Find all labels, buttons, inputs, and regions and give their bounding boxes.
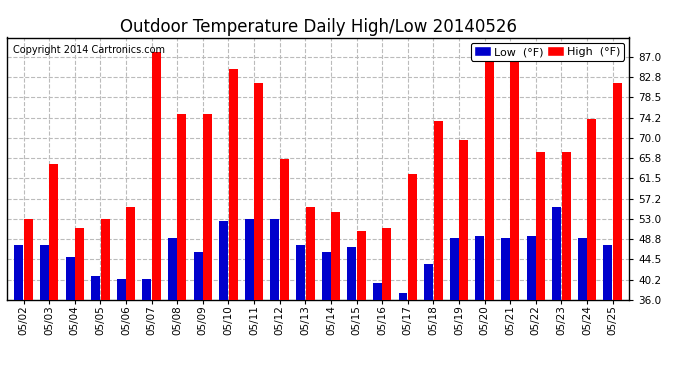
Bar	[66, 257, 75, 375]
Bar	[485, 57, 494, 375]
Bar	[168, 238, 177, 375]
Bar	[408, 174, 417, 375]
Bar	[40, 245, 49, 375]
Bar	[587, 118, 596, 375]
Bar	[475, 236, 484, 375]
Bar	[245, 219, 254, 375]
Bar	[255, 83, 264, 375]
Bar	[322, 252, 331, 375]
Bar	[219, 221, 228, 375]
Bar	[117, 279, 126, 375]
Bar	[373, 283, 382, 375]
Bar	[424, 264, 433, 375]
Bar	[152, 52, 161, 375]
Bar	[14, 245, 23, 375]
Bar	[433, 121, 442, 375]
Bar	[382, 228, 391, 375]
Bar	[91, 276, 100, 375]
Bar	[501, 238, 510, 375]
Bar	[194, 252, 203, 375]
Bar	[331, 212, 340, 375]
Bar	[228, 69, 237, 375]
Bar	[296, 245, 305, 375]
Legend: Low  (°F), High  (°F): Low (°F), High (°F)	[471, 43, 624, 60]
Bar	[552, 207, 561, 375]
Bar	[347, 248, 356, 375]
Bar	[357, 231, 366, 375]
Bar	[101, 219, 110, 375]
Bar	[203, 114, 212, 375]
Text: Copyright 2014 Cartronics.com: Copyright 2014 Cartronics.com	[13, 45, 165, 56]
Bar	[399, 293, 408, 375]
Bar	[306, 207, 315, 375]
Bar	[126, 207, 135, 375]
Bar	[142, 279, 151, 375]
Bar	[23, 219, 32, 375]
Bar	[280, 159, 289, 375]
Bar	[75, 228, 84, 375]
Bar	[177, 114, 186, 375]
Bar	[578, 238, 586, 375]
Bar	[450, 238, 459, 375]
Bar	[511, 57, 520, 375]
Title: Outdoor Temperature Daily High/Low 20140526: Outdoor Temperature Daily High/Low 20140…	[119, 18, 517, 36]
Bar	[536, 152, 545, 375]
Bar	[604, 245, 613, 375]
Bar	[526, 236, 535, 375]
Bar	[613, 83, 622, 375]
Bar	[562, 152, 571, 375]
Bar	[460, 140, 469, 375]
Bar	[50, 164, 59, 375]
Bar	[270, 219, 279, 375]
